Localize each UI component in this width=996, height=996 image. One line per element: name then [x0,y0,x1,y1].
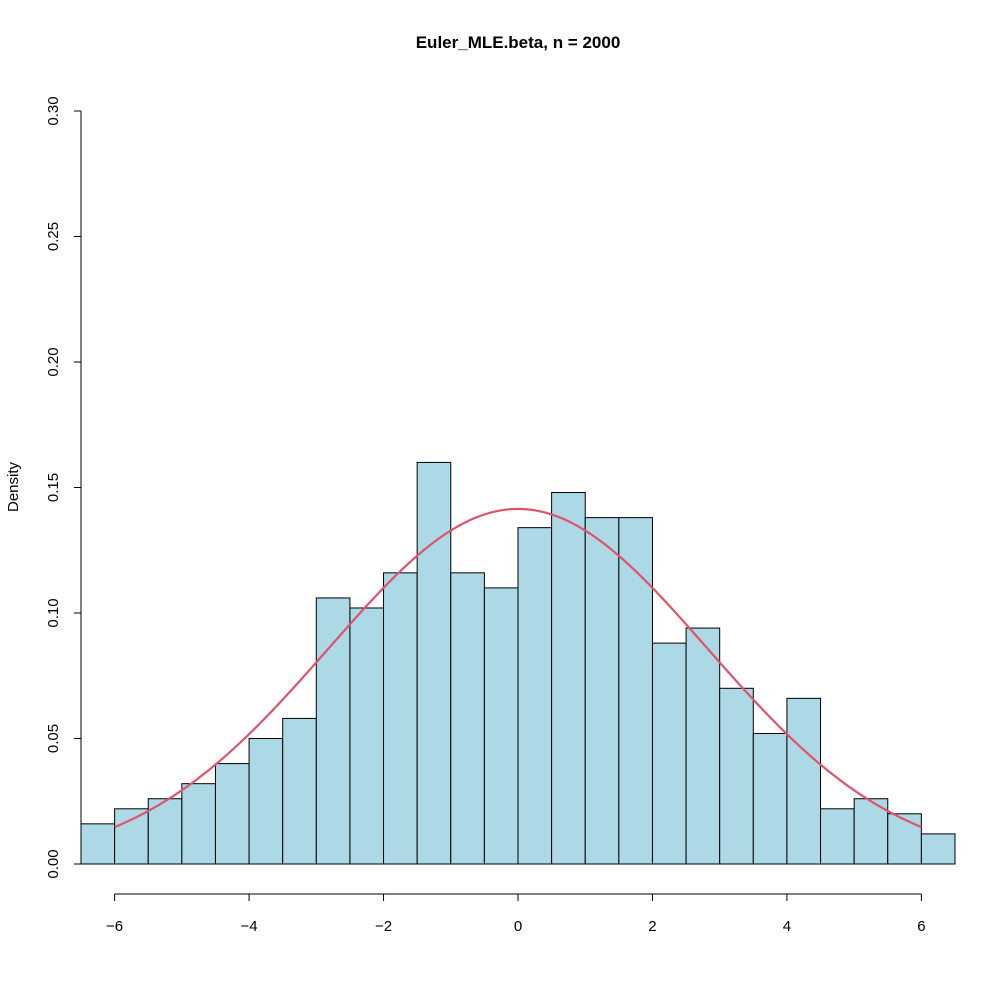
x-tick-label: −6 [106,918,123,935]
histogram-bar [450,572,485,865]
y-tick-label: 0.25 [45,222,62,251]
histogram-bars [80,461,956,865]
histogram-bar [416,461,452,865]
histogram-bar [282,717,317,865]
histogram-bar [214,763,250,865]
x-tick-label: −4 [241,918,258,935]
histogram-bar [248,738,284,865]
x-tick-label: −2 [375,918,392,935]
y-axis: 0.00 0.05 0.10 0.15 0.20 0.25 0.30 [45,96,82,879]
x-axis: −6 −4 −2 0 2 4 6 [106,893,926,935]
histogram-bar [315,597,351,865]
histogram-bar [651,642,687,865]
histogram-bar [920,833,956,865]
histogram-bar [584,517,620,865]
x-tick-label: 0 [514,918,522,935]
histogram-bar [752,732,788,865]
histogram-bar [517,527,553,865]
y-tick-label: 0.00 [45,849,62,878]
chart-title: Euler_MLE.beta, n = 2000 [416,33,621,52]
y-tick-label: 0.10 [45,598,62,627]
histogram-bar [685,627,721,865]
y-axis-label: Density [5,461,22,512]
histogram-bar [181,783,216,865]
y-tick-label: 0.15 [45,473,62,502]
histogram-bar [551,492,586,865]
histogram-bar [483,587,519,865]
histogram-bar [820,808,855,865]
histogram-bar [887,813,922,865]
histogram-bar [147,798,183,865]
histogram-bar [618,517,653,865]
x-tick-label: 2 [648,918,656,935]
y-tick-label: 0.30 [45,96,62,125]
histogram-bar [383,572,418,865]
histogram-bar [853,798,889,865]
x-tick-label: 4 [783,918,791,935]
histogram-bar [719,687,754,865]
histogram-bar [349,607,385,865]
x-tick-label: 6 [917,918,925,935]
histogram-bar [80,823,116,865]
y-tick-label: 0.20 [45,347,62,376]
histogram-bar [114,808,149,865]
histogram-bar [786,697,822,865]
y-tick-label: 0.05 [45,724,62,753]
density-curve [114,507,922,829]
